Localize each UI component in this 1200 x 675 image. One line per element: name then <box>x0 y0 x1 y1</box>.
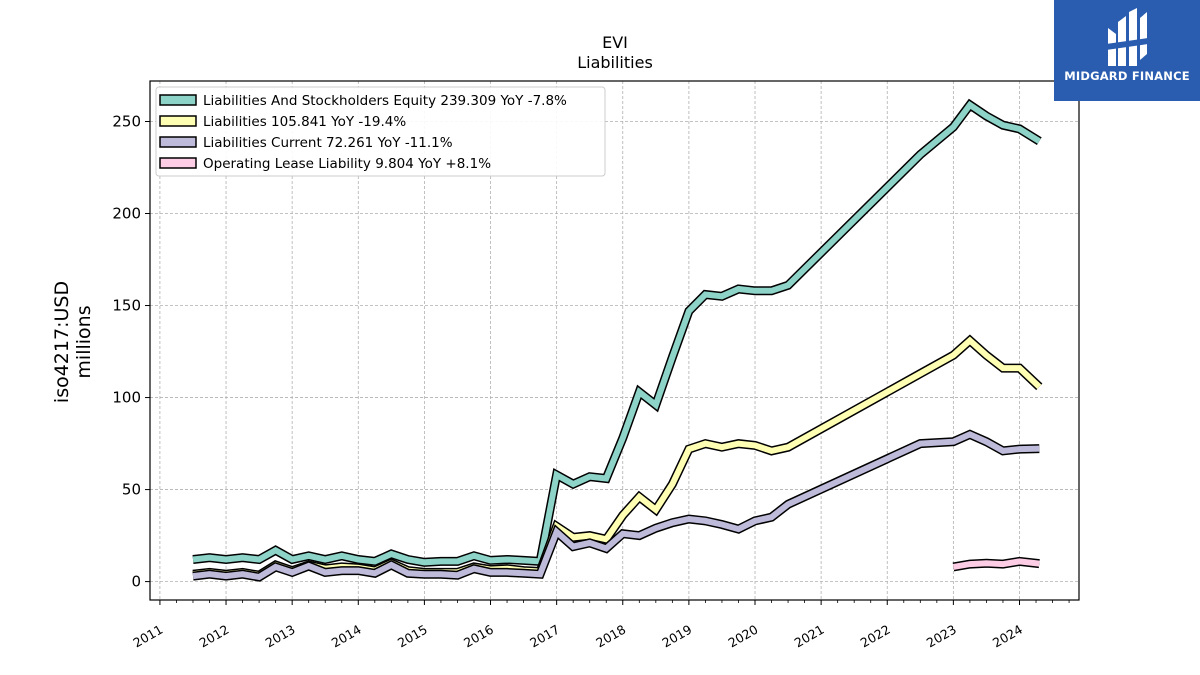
y-tick-label: 100 <box>112 389 141 407</box>
legend-label-1: Liabilities And Stockholders Equity 239.… <box>203 93 567 109</box>
x-tick-label: 2016 <box>461 622 496 651</box>
legend-label-3: Liabilities Current 72.261 YoY -11.1% <box>203 135 453 151</box>
y-axis-label-unit: millions <box>73 305 95 378</box>
series-line-1 <box>192 100 1041 566</box>
x-tick-label: 2014 <box>329 622 364 651</box>
legend: Liabilities And Stockholders Equity 239.… <box>155 86 606 177</box>
x-tick-label: 2017 <box>527 622 562 651</box>
logo-text: MIDGARD FINANCE <box>1064 69 1190 83</box>
series-line-3 <box>192 431 1040 581</box>
legend-box <box>155 86 606 177</box>
legend-swatch-4 <box>159 157 197 169</box>
x-tick-label: 2015 <box>395 622 430 651</box>
x-tick-label: 2021 <box>792 622 827 651</box>
axis-ticks: 0 50 100 150 200 250 2011 2012 2013 2014 2015 2016 2… <box>112 112 1070 651</box>
legend-label-4: Operating Lease Liability 9.804 YoY +8.1… <box>203 156 491 172</box>
x-tick-label: 2018 <box>593 622 628 651</box>
legend-swatch-3 <box>159 136 197 148</box>
x-tick-label: 2020 <box>725 622 760 651</box>
x-tick-label: 2011 <box>130 622 165 651</box>
y-tick-label: 250 <box>112 112 141 130</box>
y-tick-label: 0 <box>131 573 141 591</box>
y-axis-label: iso4217:USD <box>51 281 73 403</box>
series-layer <box>192 98 1043 582</box>
y-tick-label: 50 <box>122 481 141 499</box>
y-tick-label: 150 <box>112 297 141 315</box>
x-tick-label: 2013 <box>263 622 298 651</box>
legend-label-2: Liabilities 105.841 YoY -19.4% <box>203 114 406 130</box>
legend-swatch-1 <box>159 94 197 106</box>
chart-title: EVI <box>602 33 628 52</box>
logo-mark-icon <box>1106 8 1148 66</box>
series-line-4 <box>952 558 1040 570</box>
y-tick-label: 200 <box>112 205 141 223</box>
x-tick-label: 2019 <box>659 622 694 651</box>
chart-subtitle: Liabilities <box>577 53 653 72</box>
plot-frame <box>149 80 1080 601</box>
midgard-finance-logo: MIDGARD FINANCE <box>1054 0 1200 101</box>
x-tick-label: 2022 <box>858 622 893 651</box>
x-tick-label: 2024 <box>990 622 1025 651</box>
legend-swatch-2 <box>159 115 197 127</box>
x-tick-label: 2012 <box>196 622 231 651</box>
x-tick-label: 2023 <box>924 622 959 651</box>
